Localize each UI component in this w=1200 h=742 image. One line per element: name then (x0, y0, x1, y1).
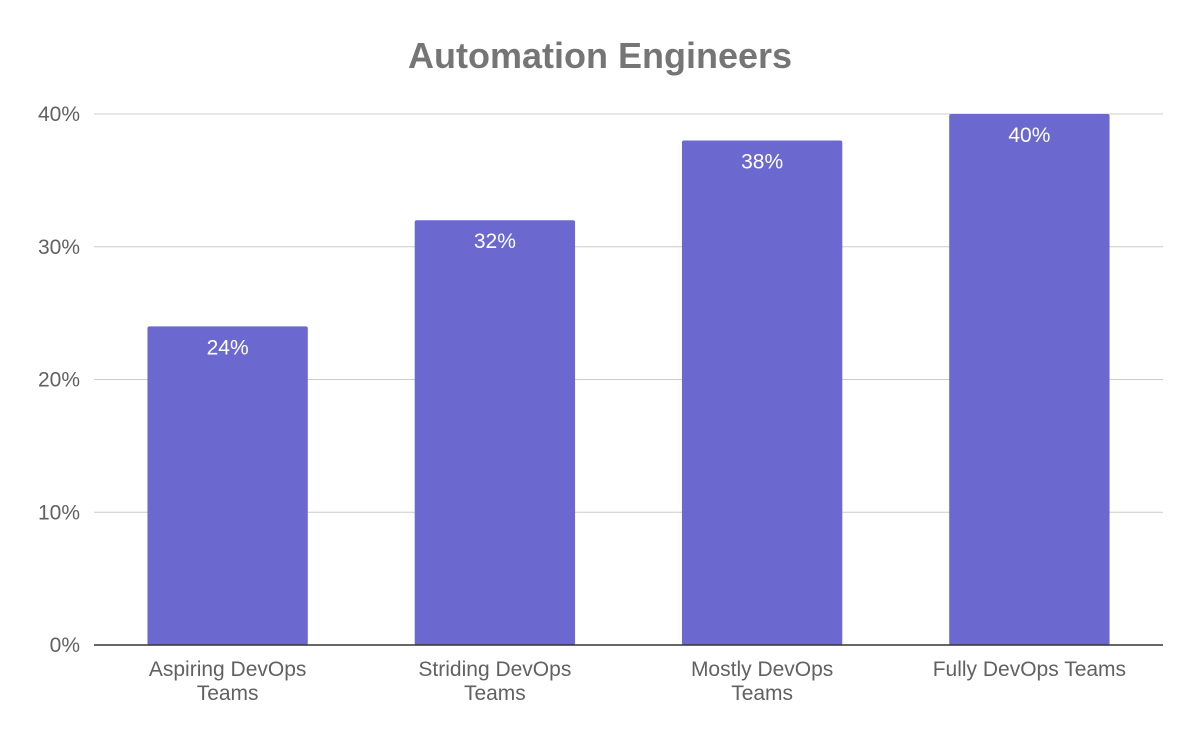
x-category-label: Aspiring DevOps (149, 658, 307, 681)
y-tick-label: 30% (38, 236, 80, 259)
x-category-label: Teams (731, 682, 793, 705)
x-category-label: Striding DevOps (418, 658, 571, 681)
x-category-label: Teams (197, 682, 259, 705)
bars (147, 114, 1110, 646)
bar (949, 114, 1110, 645)
data-label: 24% (207, 336, 249, 359)
y-tick-label: 0% (50, 634, 80, 657)
bar (414, 220, 576, 645)
y-tick-label: 10% (38, 501, 80, 524)
x-category-label: Fully DevOps Teams (933, 658, 1126, 681)
y-axis-ticks: 0% 10% 20% 30% 40% (38, 103, 80, 657)
data-label: 40% (1008, 124, 1050, 147)
bar (681, 140, 843, 646)
data-labels: 24% 32% 38% 40% (207, 124, 1051, 359)
chart-title: Automation Engineers (408, 35, 792, 76)
y-tick-label: 20% (38, 369, 80, 392)
data-label: 32% (474, 230, 516, 253)
bar (147, 326, 308, 645)
x-category-label: Teams (464, 682, 526, 705)
y-tick-label: 40% (38, 103, 80, 126)
x-category-label: Mostly DevOps (691, 658, 833, 681)
data-label: 38% (741, 151, 783, 174)
